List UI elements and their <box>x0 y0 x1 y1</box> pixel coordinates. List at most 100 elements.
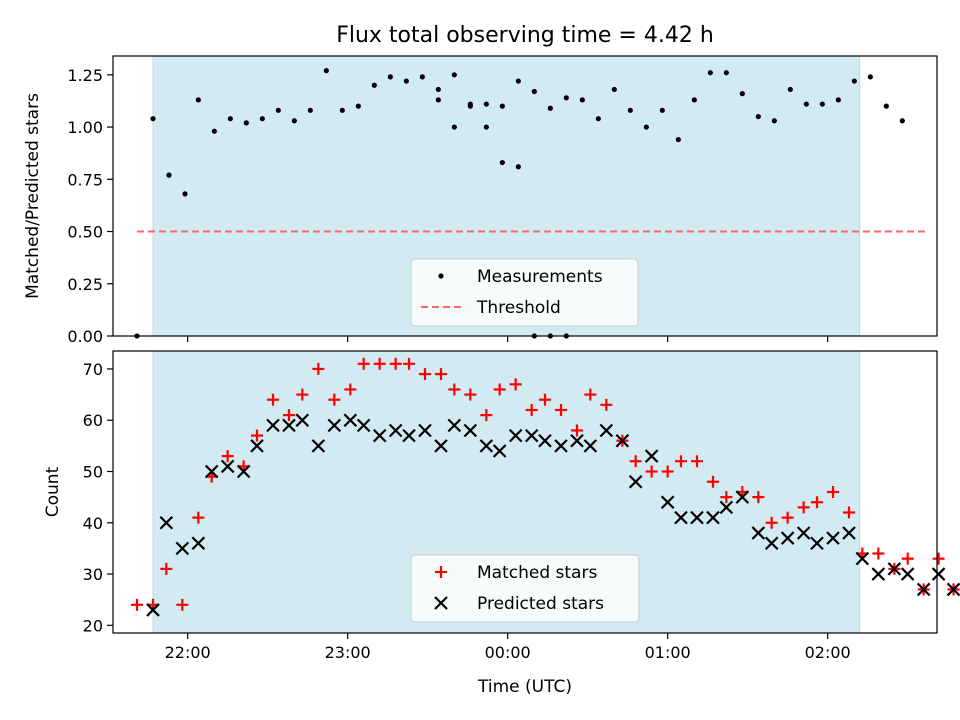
top-panel: Flux total observing time = 4.42 h 0.000… <box>23 23 938 346</box>
measurement-point <box>627 107 633 113</box>
measurement-point <box>899 118 905 124</box>
measurement-point <box>547 105 553 111</box>
measurement-point <box>515 164 521 170</box>
predicted-star-point <box>508 428 523 443</box>
predicted-star-point <box>479 439 494 453</box>
x-axis-label: Time (UTC) <box>477 677 572 697</box>
measurement-point <box>435 86 441 93</box>
measurement-point <box>403 78 409 84</box>
matched-star-point <box>435 368 447 381</box>
predicted-stars-points <box>146 413 960 617</box>
predicted-star-point <box>463 423 478 438</box>
matched-star-point <box>493 383 506 396</box>
predicted-star-point <box>735 490 750 504</box>
top-legend: Measurements Threshold <box>410 258 639 327</box>
x-tick-label: 22:00 <box>165 643 211 662</box>
bottom-panel: 20 30 40 50 60 70 22:00 23:00 00:00 01:00 02:00 C… <box>43 350 960 697</box>
predicted-star-point <box>492 444 507 458</box>
measurement-point <box>771 118 777 124</box>
y-tick-label: 0.50 <box>67 223 103 242</box>
predicted-star-point <box>764 536 779 551</box>
measurement-point <box>851 78 857 84</box>
predicted-star-point <box>583 439 598 453</box>
measurement-point <box>339 107 345 113</box>
matched-star-point <box>267 393 279 406</box>
matched-star-point <box>901 552 914 565</box>
predicted-star-point <box>871 567 886 581</box>
predicted-star-point <box>644 449 659 463</box>
top-y-ticks: 0.00 0.25 0.50 0.75 1.00 1.25 <box>67 66 113 346</box>
predicted-star-point <box>402 428 416 443</box>
bottom-y-ticks: 20 30 40 50 60 70 <box>83 360 113 635</box>
bottom-y-axis-label: Count <box>43 466 63 517</box>
measurement-point <box>150 116 156 122</box>
predicted-star-point <box>236 464 251 479</box>
measurement-point <box>803 101 809 107</box>
predicted-star-point <box>931 567 946 581</box>
measurement-point <box>739 91 745 97</box>
y-tick-label: 1.00 <box>67 118 103 137</box>
predicted-star-point <box>628 474 643 489</box>
measurement-point <box>883 103 889 109</box>
measurement-point <box>371 82 377 88</box>
matched-star-point <box>373 357 386 370</box>
legend-measurements-label: Measurements <box>477 267 603 287</box>
bottom-x-ticks: 22:00 23:00 00:00 01:00 02:00 <box>165 633 851 662</box>
y-tick-label: 40 <box>83 514 103 533</box>
predicted-star-point <box>220 459 235 474</box>
matched-star-point <box>571 424 583 437</box>
predicted-star-point <box>175 541 190 556</box>
top-x-ticks <box>187 336 829 342</box>
matched-star-point <box>707 475 719 488</box>
predicted-star-point <box>826 531 840 545</box>
x-tick-label: 00:00 <box>485 643 531 662</box>
measurement-point <box>259 116 265 122</box>
measurement-point <box>307 107 313 113</box>
predicted-star-point <box>599 423 614 438</box>
predicted-star-point <box>311 439 326 453</box>
matched-star-point <box>221 450 234 463</box>
predicted-star-point <box>751 526 766 540</box>
matched-star-point <box>720 491 733 504</box>
predicted-star-point <box>810 536 824 551</box>
predicted-star-point <box>343 413 358 427</box>
measurement-point <box>499 159 505 166</box>
predicted-star-point <box>916 582 931 597</box>
predicted-star-point <box>204 464 219 479</box>
matched-star-point <box>251 429 263 442</box>
predicted-star-point <box>327 418 342 433</box>
predicted-star-point <box>796 526 811 540</box>
matched-star-point <box>555 403 567 416</box>
predicted-star-point <box>780 531 795 545</box>
predicted-star-point <box>159 515 174 530</box>
measurement-point <box>563 95 569 101</box>
measurement-point <box>691 97 697 103</box>
predicted-star-point <box>282 418 296 433</box>
legend-predicted-marker <box>434 596 448 610</box>
legend-matched-label: Matched stars <box>477 563 597 583</box>
y-tick-label: 20 <box>83 616 103 635</box>
matched-star-point <box>480 409 493 422</box>
measurement-point <box>451 72 457 78</box>
predicted-star-point <box>660 495 675 510</box>
top-axes-frame <box>112 55 938 337</box>
y-tick-label: 0.25 <box>67 275 103 294</box>
matched-star-point <box>328 393 341 406</box>
matched-star-point <box>872 547 885 560</box>
matched-star-point <box>629 455 642 468</box>
measurement-points <box>134 68 905 339</box>
predicted-star-point <box>447 418 462 433</box>
matched-star-point <box>389 357 402 370</box>
matched-star-point <box>645 465 658 478</box>
matched-star-point <box>509 378 522 391</box>
predicted-star-point <box>356 418 371 433</box>
predicted-star-point <box>719 500 734 515</box>
predicted-star-point <box>554 439 568 453</box>
measurement-point <box>675 136 681 143</box>
matched-star-point <box>661 465 674 478</box>
y-tick-label: 60 <box>83 411 103 430</box>
matched-star-point <box>797 501 810 514</box>
measurement-point <box>723 70 729 76</box>
x-tick-label: 02:00 <box>805 643 851 662</box>
matched-star-point <box>192 511 205 524</box>
